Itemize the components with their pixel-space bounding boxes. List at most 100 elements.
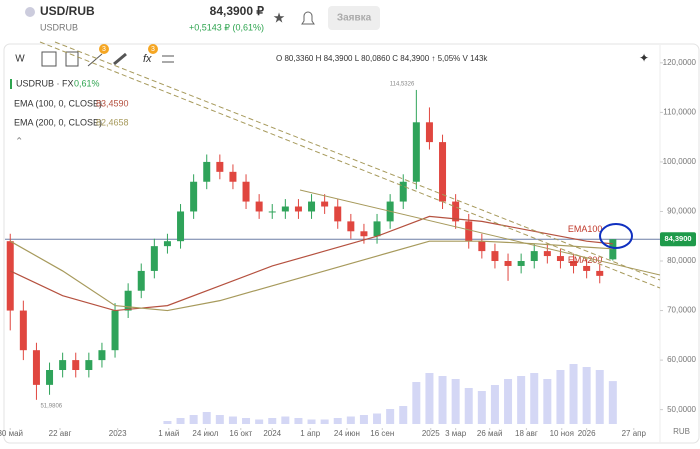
x-tick-label: 1 май [158, 429, 179, 438]
x-tick-label: 18 авг [515, 429, 538, 438]
candle-body [137, 270, 145, 291]
candle-body [46, 370, 54, 385]
candle-body [583, 265, 591, 271]
candle-body [281, 206, 289, 212]
candle-body [177, 211, 185, 242]
y-tick-label: 50,0000 [667, 405, 696, 414]
y-tick-label: 80,0000 [667, 256, 696, 265]
volume-bar [490, 385, 499, 424]
x-tick-label: 26 май [477, 429, 503, 438]
symbol: USD/RUB [40, 4, 95, 18]
volume-bar [333, 418, 342, 424]
volume-bar [504, 379, 513, 424]
volume-bar [307, 419, 316, 424]
x-tick-label: 2023 [109, 429, 127, 438]
volume-bar [569, 364, 578, 424]
x-tick-label: 1 апр [300, 429, 320, 438]
legend-marker [10, 79, 12, 89]
candle-body [504, 261, 512, 266]
badge [99, 44, 109, 54]
candle-body [439, 142, 447, 202]
ema-label: EMA200 [568, 255, 603, 265]
volume-bar [517, 376, 526, 424]
candle-body [203, 161, 211, 182]
volume-bar [412, 382, 421, 424]
y-tick-label: 60,0000 [667, 355, 696, 364]
last-price-label: 84,3900 [664, 234, 691, 243]
candle-body [596, 270, 604, 276]
candle-body [150, 246, 158, 271]
indicator-tool[interactable]: fx [143, 53, 152, 65]
x-tick-label: 30 май [0, 429, 23, 438]
last-price-box [660, 232, 696, 247]
currency: RUB [673, 427, 690, 436]
volume-bar [346, 416, 355, 424]
volume-bar [215, 415, 224, 424]
candle-body [308, 201, 316, 212]
candle-body [465, 221, 473, 242]
volume-bar [268, 418, 277, 424]
candle-body [85, 360, 93, 371]
settings-tool[interactable] [162, 55, 174, 63]
x-tick-label: 22 авг [49, 429, 72, 438]
favorite-star[interactable]: ★ [273, 10, 286, 26]
candle-body [399, 181, 407, 202]
volume-bar [281, 416, 290, 424]
volume-bar [399, 406, 408, 424]
ema-line [9, 215, 613, 312]
y-tick-label: 110,0000 [663, 107, 696, 116]
candle-body [32, 350, 40, 385]
ai-button[interactable]: ✦ [639, 51, 649, 65]
volume-bar [189, 415, 198, 424]
candle-body [229, 171, 237, 182]
x-tick-label: 16 сен [370, 429, 394, 438]
chart-type-tool[interactable] [41, 51, 57, 67]
badge-count: 3 [102, 46, 106, 53]
volume-bar [202, 412, 211, 424]
pen-tool[interactable] [113, 52, 127, 66]
order-button-label: Заявка [337, 13, 372, 24]
volume-bar [176, 418, 185, 424]
candle-body [268, 211, 276, 213]
legend-ema200-value: 82,4658 [96, 117, 129, 127]
candles-tool[interactable] [65, 51, 79, 67]
volume-bar [255, 419, 264, 424]
ema-label: EMA100 [568, 224, 603, 234]
volume-bar [595, 370, 604, 424]
ticker: USDRUB [40, 22, 78, 32]
legend-instrument: USDRUB · FX [16, 78, 74, 88]
legend-ema100-value: 83,4590 [96, 98, 129, 108]
x-tick-label: 10 ноя [550, 429, 574, 438]
candle-body [124, 290, 132, 311]
volume-bar [373, 413, 382, 424]
plot: 50,0000 60,0000 70,0000 80,0000 90,0000 100,0… [0, 45, 697, 443]
symbol-icon [25, 7, 35, 17]
candle-body [334, 206, 342, 222]
volume-bar [386, 409, 395, 424]
volume-bar [464, 388, 473, 424]
volume-bar [163, 421, 172, 424]
draw-tool[interactable] [87, 53, 103, 67]
order-button[interactable] [328, 6, 380, 30]
x-tick-label: 2024 [263, 429, 281, 438]
legend-ema200: EMA (200, 0, CLOSE) [14, 117, 102, 127]
trend-line [39, 41, 661, 289]
collapse-legend[interactable]: ⌃ [15, 137, 23, 148]
candle-body [294, 206, 302, 212]
volume-bar [320, 419, 329, 424]
hand-drawn-circle [599, 223, 633, 249]
alert-bell[interactable] [301, 11, 315, 25]
volume-bar [242, 418, 251, 424]
candle-body [190, 181, 198, 212]
candle-body [570, 261, 578, 266]
legend-change: 0,61% [74, 78, 100, 88]
ema-line [9, 240, 613, 312]
candle-body [425, 122, 433, 143]
price: 84,3900 ₽ [210, 4, 265, 18]
volume-bar [556, 370, 565, 424]
candle-body [556, 256, 564, 262]
interval[interactable]: W [15, 54, 25, 65]
candle-body [111, 310, 119, 351]
x-tick-label: 2025 [422, 429, 440, 438]
